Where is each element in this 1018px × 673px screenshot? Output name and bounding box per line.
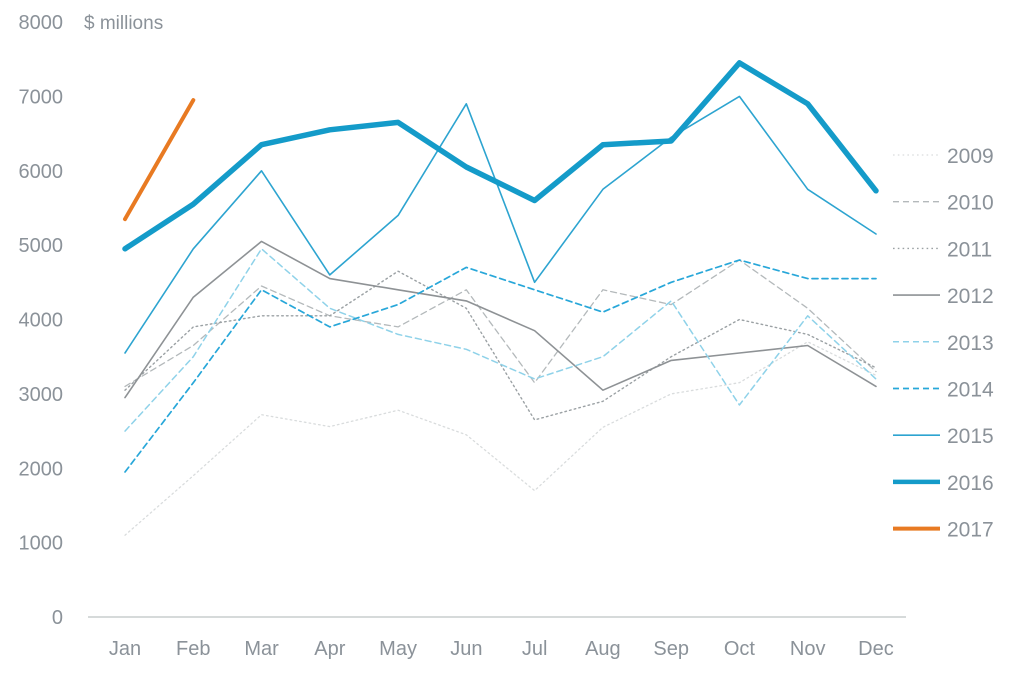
series-line-2015 bbox=[124, 95, 877, 354]
legend-label-2016: 2016 bbox=[947, 472, 994, 495]
legend-label-2014: 2014 bbox=[947, 379, 994, 402]
x-axis-month-label: Oct bbox=[724, 638, 756, 660]
y-axis-tick-label: 4000 bbox=[19, 310, 64, 332]
x-axis-month-label: Jul bbox=[522, 638, 548, 660]
x-axis-month-label: May bbox=[379, 638, 417, 660]
x-axis-month-label: Mar bbox=[244, 638, 279, 660]
legend-label-2012: 2012 bbox=[947, 285, 994, 308]
series-line-2011 bbox=[124, 270, 877, 421]
x-axis-month-label: Feb bbox=[176, 638, 210, 660]
x-axis-month-label: Jan bbox=[109, 638, 141, 660]
series-line-2014 bbox=[124, 259, 877, 473]
x-axis-month-label: Apr bbox=[314, 638, 345, 660]
series-line-2016 bbox=[122, 60, 879, 252]
y-axis-tick-label: 8000 bbox=[19, 12, 64, 34]
legend-label-2017: 2017 bbox=[947, 519, 994, 542]
legend-label-2013: 2013 bbox=[947, 332, 994, 355]
series-line-2010 bbox=[124, 259, 877, 388]
series-line-2012 bbox=[124, 240, 877, 399]
x-axis-month-label: Dec bbox=[858, 638, 894, 660]
legend-label-2009: 2009 bbox=[947, 145, 994, 168]
series-line-2009 bbox=[124, 341, 877, 536]
series-line-2013 bbox=[124, 248, 877, 432]
x-axis-month-label: Sep bbox=[653, 638, 689, 660]
legend-label-2011: 2011 bbox=[947, 238, 992, 261]
y-axis-tick-label: 7000 bbox=[19, 86, 64, 108]
x-axis-month-label: Nov bbox=[790, 638, 826, 660]
x-axis-month-label: Jun bbox=[450, 638, 482, 660]
series-line-2017 bbox=[123, 98, 196, 222]
x-axis-month-label: Aug bbox=[585, 638, 621, 660]
y-axis-tick-label: 3000 bbox=[19, 384, 64, 406]
y-axis-tick-label: 6000 bbox=[19, 161, 64, 183]
y-axis-units-label: $ millions bbox=[84, 13, 163, 34]
y-axis-tick-label: 5000 bbox=[19, 235, 64, 257]
legend-label-2010: 2010 bbox=[947, 192, 994, 215]
y-axis-tick-label: 0 bbox=[52, 607, 63, 629]
legend-label-2015: 2015 bbox=[947, 425, 994, 448]
y-axis-tick-label: 2000 bbox=[19, 458, 64, 480]
y-axis-tick-label: 1000 bbox=[19, 533, 64, 555]
